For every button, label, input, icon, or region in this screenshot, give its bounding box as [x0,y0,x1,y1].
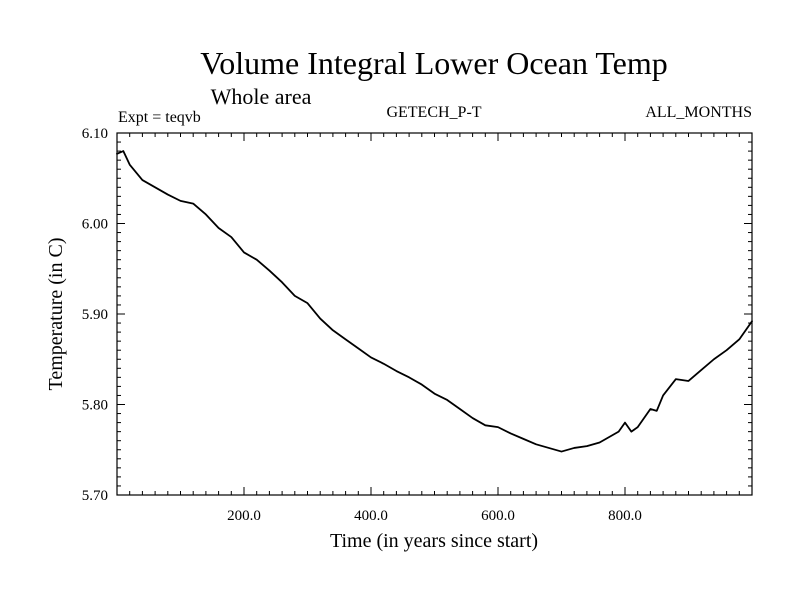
y-tick-label: 5.90 [82,307,108,323]
x-tick-label: 400.0 [354,508,388,524]
x-tick-label: 200.0 [227,508,261,524]
months-label: ALL_MONTHS [645,104,752,121]
chart-subtitle: Whole area [211,84,312,109]
tick-layer: 200.0 400.0 600.0 800.0 5.70 5.80 5.90 6.00 6.10 [82,126,752,524]
axis-layer [116,132,753,496]
y-tick-label: 6.10 [82,126,108,142]
x-tick-label: 600.0 [481,508,515,524]
series-layer [116,150,753,453]
y-axis-label: Temperature (in C) [45,238,67,391]
y-tick-label: 6.00 [82,217,108,233]
y-tick-label: 5.70 [82,488,108,504]
y-tick-label: 5.80 [82,398,108,414]
x-tick-label: 800.0 [608,508,642,524]
dataset-label: GETECH_P-T [386,104,481,121]
chart-title: Volume Integral Lower Ocean Temp [200,45,668,81]
experiment-label: Expt = teqvb [118,109,201,126]
x-axis-label: Time (in years since start) [330,530,538,552]
plot-frame [116,132,753,496]
series-line [116,150,753,453]
